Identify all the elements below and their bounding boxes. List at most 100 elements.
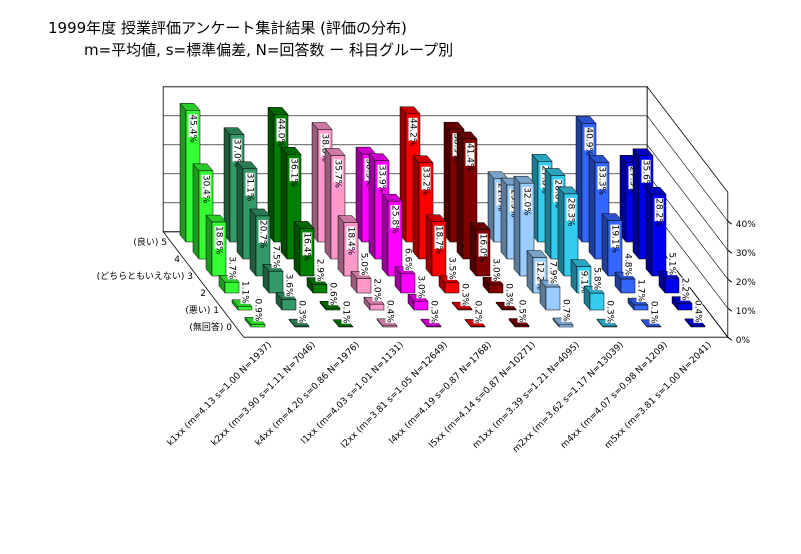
label-bg bbox=[390, 205, 400, 229]
data-label: 7.5% bbox=[271, 245, 281, 268]
data-label: 3.5% bbox=[447, 257, 457, 280]
bar-front bbox=[400, 273, 416, 294]
label-bg bbox=[377, 164, 387, 188]
label-bg bbox=[641, 159, 651, 183]
bar-front bbox=[457, 308, 473, 311]
label-bg bbox=[561, 298, 571, 322]
data-label: 3.0% bbox=[416, 275, 426, 298]
data-label: 19.1% bbox=[610, 225, 620, 254]
y-tick-label: 10% bbox=[736, 307, 756, 317]
bar-side bbox=[456, 131, 464, 260]
data-label: 0.6% bbox=[328, 282, 338, 305]
bar-front bbox=[690, 325, 706, 328]
data-label: 0.7% bbox=[561, 299, 571, 322]
y-tick-label: 0% bbox=[736, 336, 751, 346]
bar-side bbox=[513, 175, 521, 277]
data-label: 38.9% bbox=[452, 133, 462, 162]
depth-label: 4 bbox=[174, 255, 180, 265]
data-label: 16.0% bbox=[478, 234, 488, 263]
label-bg bbox=[408, 117, 418, 141]
data-label: 18.4% bbox=[346, 227, 356, 256]
label-bg bbox=[473, 300, 483, 324]
label-bg bbox=[346, 226, 356, 250]
bar-front bbox=[426, 325, 442, 328]
label-bg bbox=[693, 299, 703, 323]
label-bg bbox=[320, 133, 330, 157]
label-bg bbox=[359, 252, 369, 276]
bar-front bbox=[470, 326, 486, 328]
label-bg bbox=[258, 219, 268, 243]
data-label: 0.1% bbox=[649, 301, 659, 324]
tick-mark bbox=[727, 220, 733, 225]
bar-front bbox=[268, 271, 284, 294]
label-bg bbox=[680, 277, 690, 301]
data-label: 38.8% bbox=[320, 133, 330, 162]
bar-front bbox=[237, 306, 253, 311]
label-bg bbox=[421, 166, 431, 190]
label-bg bbox=[491, 258, 501, 282]
bar bbox=[262, 263, 284, 294]
tick-mark bbox=[727, 307, 733, 312]
bar-front bbox=[664, 277, 680, 294]
label-bg bbox=[245, 172, 255, 196]
data-label: 25.8% bbox=[390, 205, 400, 234]
depth-label: (どちらともいえない) 3 bbox=[97, 271, 193, 282]
data-label: 3.6% bbox=[284, 274, 294, 297]
data-label: 7.9% bbox=[548, 261, 558, 284]
data-label: 21.8% bbox=[496, 183, 506, 212]
data-label: 0.3% bbox=[504, 283, 514, 306]
label-bg bbox=[566, 197, 576, 221]
depth-label: (悪い) 1 bbox=[185, 305, 219, 316]
bar-front bbox=[294, 325, 310, 328]
label-bg bbox=[416, 275, 426, 299]
label-bg bbox=[447, 256, 457, 280]
bar-side bbox=[412, 155, 420, 260]
data-label: 0.1% bbox=[341, 301, 351, 324]
data-label: 6.6% bbox=[403, 248, 413, 271]
data-label: 28.3% bbox=[566, 198, 576, 227]
data-label: 28.8% bbox=[553, 179, 563, 208]
bar-front bbox=[545, 286, 561, 311]
bar-side bbox=[381, 193, 389, 277]
label-bg bbox=[504, 283, 514, 307]
bar-side bbox=[588, 154, 596, 260]
label-bg bbox=[478, 233, 488, 257]
bar-side bbox=[236, 161, 244, 260]
bar-side bbox=[293, 220, 301, 277]
label-bg bbox=[548, 261, 558, 285]
depth-label: (無回答) 0 bbox=[189, 321, 232, 333]
data-label: 44.0% bbox=[276, 118, 286, 147]
label-bg bbox=[385, 299, 395, 323]
bar-side bbox=[324, 147, 332, 260]
bar-front bbox=[488, 284, 504, 294]
label-bg bbox=[649, 300, 659, 324]
data-label: 30.3% bbox=[364, 158, 374, 187]
data-label: 5.0% bbox=[359, 253, 369, 276]
label-bg bbox=[579, 270, 589, 294]
bar-front bbox=[501, 308, 517, 311]
label-bg bbox=[188, 114, 198, 138]
data-label: 44.2% bbox=[408, 118, 418, 147]
bar-front bbox=[589, 292, 605, 311]
label-bg bbox=[271, 245, 281, 269]
bar-front bbox=[677, 303, 693, 311]
label-bg bbox=[284, 273, 294, 297]
data-label: 30.4% bbox=[201, 175, 211, 204]
label-bg bbox=[584, 127, 594, 151]
label-bg bbox=[460, 283, 470, 307]
data-label: 0.3% bbox=[429, 300, 439, 323]
tick-mark bbox=[727, 336, 733, 341]
y-tick-label: 30% bbox=[736, 249, 756, 259]
label-bg bbox=[333, 159, 343, 183]
data-label: 5.8% bbox=[592, 267, 602, 290]
bar-front bbox=[514, 325, 530, 328]
bar-side bbox=[645, 186, 653, 277]
plot: 0% 10% 20% 30% 40% (良い) 5 4 (どちらともいえない) 3 2 (悪い) … bbox=[97, 85, 756, 455]
label-bg bbox=[289, 158, 299, 182]
label-bg bbox=[201, 174, 211, 198]
bar-side bbox=[192, 163, 200, 260]
tick-mark bbox=[727, 278, 733, 283]
depth-label: 2 bbox=[200, 289, 206, 299]
data-label: 37.0% bbox=[232, 139, 242, 168]
data-label: 18.6% bbox=[214, 226, 224, 255]
